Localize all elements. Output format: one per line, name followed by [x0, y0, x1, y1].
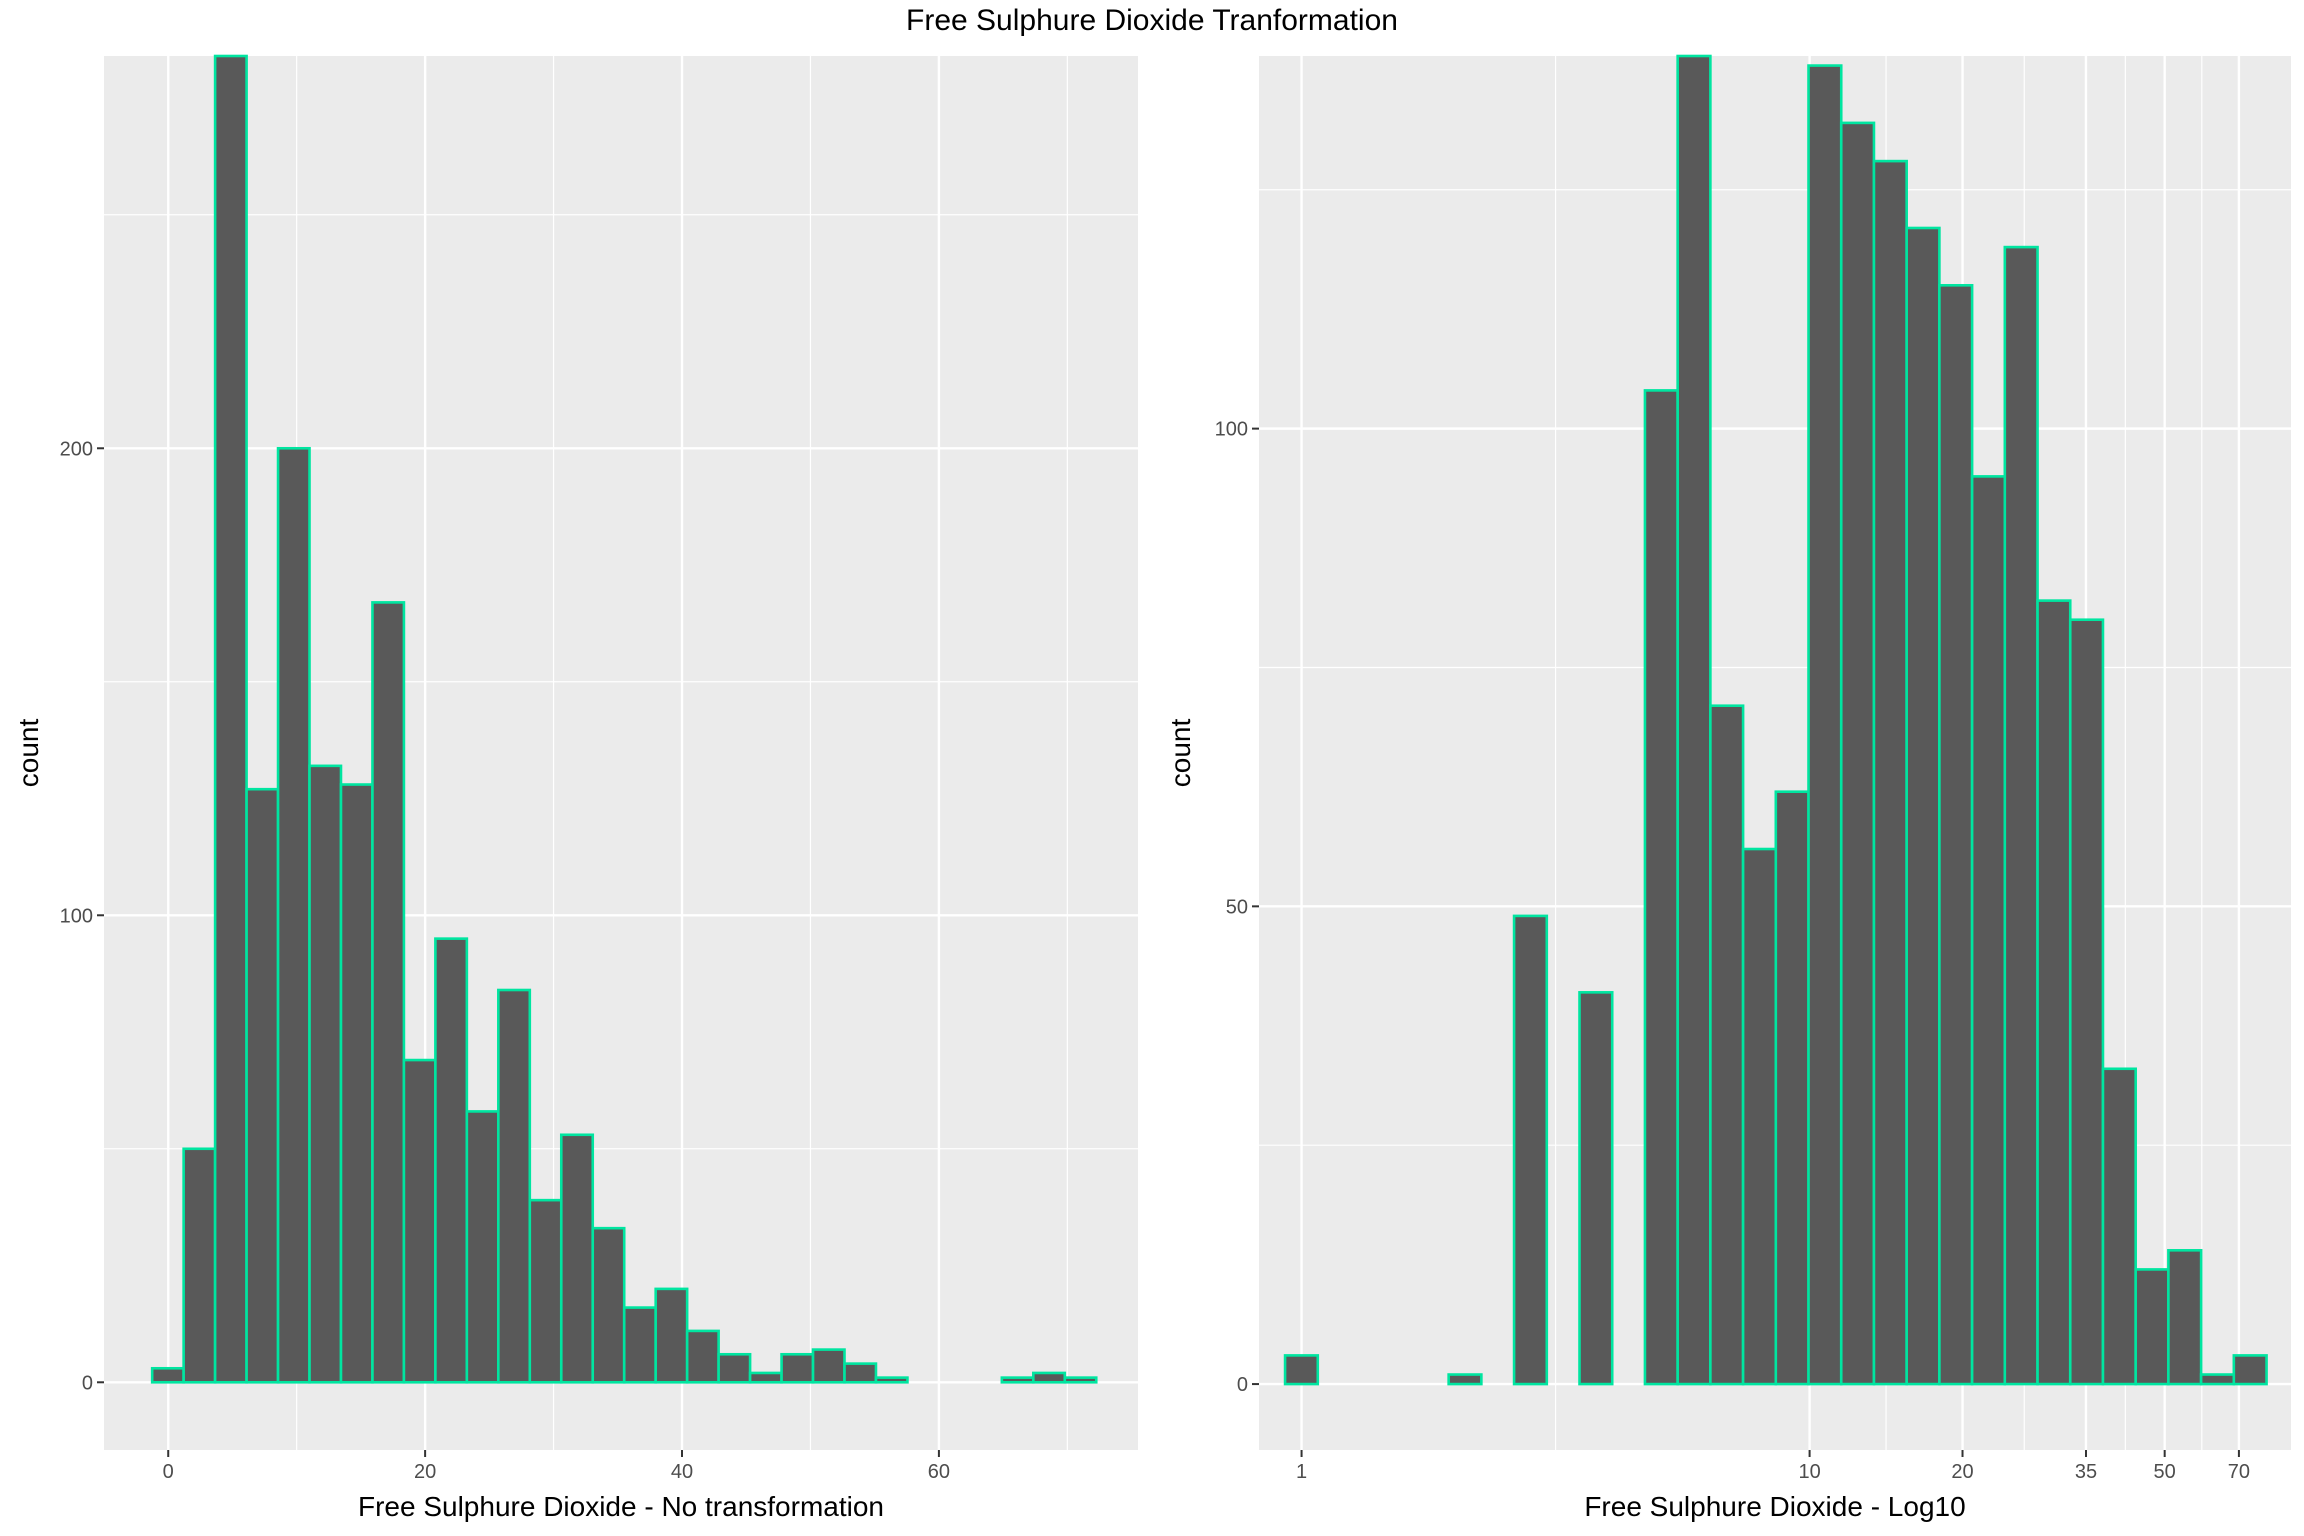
left-histogram-bar: [591, 1226, 626, 1384]
right-x-tick-label: 35: [2075, 1461, 2097, 1483]
left-histogram-bar: [811, 1348, 846, 1384]
left-histogram-bar: [654, 1287, 689, 1384]
right-histogram-bar: [1741, 847, 1778, 1386]
left-histogram-bar: [843, 1362, 878, 1384]
right-y-axis-title: count: [1165, 719, 1196, 788]
right-histogram-bar: [1283, 1354, 1320, 1386]
left-histogram-bar: [1032, 1371, 1067, 1384]
left-histogram-bar: [182, 1147, 217, 1384]
right-histogram-bar: [2003, 245, 2039, 1386]
right-x-tick-label: 1: [1296, 1461, 1307, 1483]
left-histogram: 0 100 200 0 20 40 60 Free Sulphure Dioxide - No…: [13, 54, 1138, 1522]
right-x-axis-title: Free Sulphure Dioxide - Log10: [1584, 1491, 1965, 1522]
right-histogram-bar: [1643, 389, 1679, 1386]
left-x-tick-label: 0: [163, 1461, 174, 1483]
right-y-tick-label: 100: [1215, 419, 1248, 441]
left-histogram-bar: [150, 1366, 185, 1384]
left-histogram-bar: [402, 1058, 437, 1384]
left-histogram-bar: [528, 1198, 563, 1384]
right-histogram-bar: [1905, 226, 1941, 1386]
left-x-axis-title: Free Sulphure Dioxide - No transformatio…: [358, 1491, 884, 1522]
left-y-axis-title: count: [13, 719, 44, 788]
left-y-tick-label: 100: [60, 905, 93, 927]
left-histogram-bar: [874, 1376, 909, 1384]
right-histogram-bar: [1839, 121, 1876, 1386]
left-x-tick-label: 60: [928, 1461, 950, 1483]
left-histogram-bar: [434, 937, 469, 1384]
right-y-tick-label: 0: [1237, 1374, 1248, 1396]
left-histogram-bar: [339, 783, 374, 1384]
left-histogram-bar: [1000, 1376, 1035, 1384]
right-histogram-bar: [1872, 159, 1908, 1386]
left-histogram-bar: [780, 1352, 815, 1384]
left-x-tick-label: 40: [671, 1461, 693, 1483]
left-histogram-bar: [559, 1133, 595, 1384]
right-histogram: 0 50 100 1 10 20 35 50 70 Free Sulphure Dioxide -…: [1165, 54, 2291, 1522]
right-x-tick-label: 10: [1798, 1461, 1820, 1483]
right-histogram-bar: [1970, 475, 2007, 1386]
right-histogram-bar: [1512, 914, 1549, 1386]
right-histogram-bar: [1709, 704, 1745, 1386]
right-y-tick-label: 50: [1226, 896, 1248, 918]
right-histogram-bar: [1447, 1373, 1483, 1386]
left-histogram-bar: [1063, 1376, 1098, 1384]
right-histogram-bar: [2232, 1354, 2268, 1386]
right-histogram-bar: [1578, 991, 1614, 1386]
right-x-tick-label: 50: [2154, 1461, 2176, 1483]
right-histogram-bar: [1774, 790, 1810, 1386]
right-histogram-bar: [1938, 284, 1974, 1386]
left-histogram-bar: [245, 787, 280, 1384]
right-histogram-bar: [2036, 599, 2072, 1386]
right-histogram-bar: [2167, 1249, 2203, 1386]
figure-title: Free Sulphure Dioxide Tranformation: [906, 4, 1398, 37]
left-histogram-bar: [622, 1306, 657, 1384]
left-histogram-bar: [371, 601, 406, 1384]
left-histogram-bar: [748, 1371, 783, 1384]
right-histogram-bar: [2068, 618, 2105, 1386]
left-histogram-bar: [308, 764, 343, 1384]
right-x-tick-label: 20: [1951, 1461, 1973, 1483]
right-histogram-bar: [2199, 1373, 2236, 1386]
right-histogram-bar: [1676, 54, 1712, 1386]
left-histogram-bar: [685, 1329, 720, 1384]
right-x-tick-label: 70: [2228, 1461, 2250, 1483]
left-histogram-bar: [497, 988, 532, 1384]
left-y-tick-label: 0: [82, 1372, 93, 1394]
left-histogram-bar: [465, 1110, 500, 1384]
right-histogram-bar: [1807, 64, 1843, 1386]
right-histogram-bar: [2134, 1268, 2170, 1386]
left-histogram-bar: [276, 446, 311, 1384]
left-histogram-bar: [717, 1352, 752, 1384]
right-histogram-bar: [2101, 1067, 2137, 1386]
left-x-tick-label: 20: [414, 1461, 436, 1483]
left-y-tick-label: 200: [60, 438, 93, 460]
left-histogram-bar: [213, 54, 248, 1384]
